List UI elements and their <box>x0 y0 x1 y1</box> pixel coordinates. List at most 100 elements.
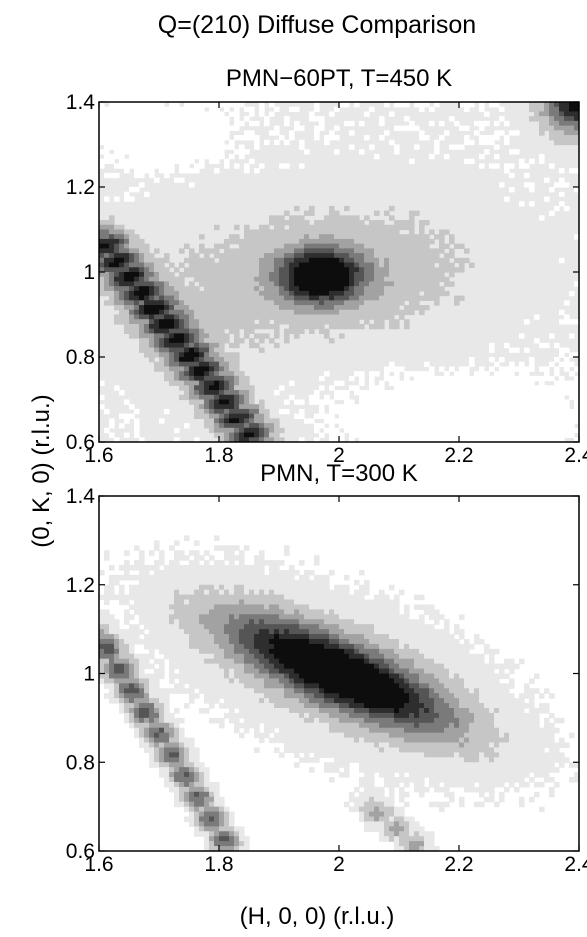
contour-cell <box>364 135 370 141</box>
contour-cell <box>209 683 215 689</box>
contour-cell <box>134 314 140 320</box>
contour-cell <box>384 290 390 297</box>
contour-cell <box>154 135 160 141</box>
contour-cell <box>399 314 405 320</box>
contour-cell <box>399 276 405 283</box>
contour-cell <box>269 609 275 615</box>
contour-cell <box>524 432 530 438</box>
contour-cell <box>394 648 400 655</box>
contour-cell <box>269 229 275 235</box>
contour-cell <box>289 309 295 316</box>
contour-cell <box>419 658 425 665</box>
contour-cell <box>124 678 130 684</box>
contour-cell <box>114 272 120 278</box>
contour-cell <box>219 319 225 325</box>
contour-cell <box>399 385 405 391</box>
contour-cell <box>329 323 335 330</box>
contour-cell <box>179 624 185 630</box>
contour-cell <box>174 116 180 122</box>
contour-cell <box>379 678 385 684</box>
contour-cell <box>129 683 135 689</box>
contour-cell <box>359 609 365 615</box>
contour-cell <box>214 319 220 325</box>
contour-cell <box>314 238 320 245</box>
contour-cell <box>419 257 425 264</box>
contour-cell <box>274 248 280 254</box>
contour-cell <box>349 413 355 419</box>
contour-cell <box>129 229 135 235</box>
contour-cell <box>554 427 560 434</box>
contour-cell <box>139 130 145 136</box>
contour-cell <box>194 111 200 117</box>
contour-cell <box>119 224 125 231</box>
contour-cell <box>374 418 380 424</box>
contour-cell <box>504 413 510 419</box>
contour-cell <box>189 668 195 675</box>
contour-cell <box>104 116 110 122</box>
contour-cell <box>139 629 145 635</box>
contour-cell <box>154 540 160 546</box>
contour-cell <box>194 319 200 325</box>
contour-cell <box>289 295 295 301</box>
contour-cell <box>134 139 140 146</box>
contour-cell <box>219 323 225 330</box>
contour-cell <box>359 599 365 606</box>
contour-cell <box>344 594 350 601</box>
contour-cell <box>279 243 285 249</box>
contour-cell <box>344 663 350 670</box>
contour-cell <box>229 352 235 358</box>
contour-cell <box>219 609 225 615</box>
contour-cell <box>294 399 300 405</box>
contour-cell <box>534 314 540 320</box>
contour-cell <box>379 305 385 311</box>
contour-cell <box>159 560 165 566</box>
contour-cell <box>409 257 415 264</box>
contour-cell <box>379 234 385 240</box>
contour-cell <box>409 290 415 297</box>
contour-cell <box>259 643 265 650</box>
contour-cell <box>329 253 335 259</box>
contour-cell <box>119 658 125 665</box>
contour-cell <box>134 172 140 179</box>
contour-cell <box>279 614 285 620</box>
contour-cell <box>134 290 140 297</box>
contour-cell <box>429 229 435 235</box>
contour-cell <box>339 604 345 610</box>
contour-cell <box>559 385 565 391</box>
contour-cell <box>274 272 280 278</box>
contour-cell <box>509 390 515 396</box>
contour-cell <box>424 281 430 287</box>
contour-cell <box>459 418 465 424</box>
contour-cell <box>404 323 410 330</box>
contour-cell <box>259 648 265 655</box>
contour-cell <box>404 394 410 401</box>
contour-cell <box>254 432 260 438</box>
contour-cell <box>574 413 579 419</box>
contour-cell <box>239 319 245 325</box>
contour-cell <box>339 380 345 386</box>
contour-cell <box>369 314 375 320</box>
contour-cell <box>429 427 435 434</box>
contour-cell <box>289 257 295 264</box>
contour-cell <box>124 328 130 334</box>
contour-cell <box>379 314 385 320</box>
contour-cell <box>384 678 390 684</box>
contour-cell <box>159 569 165 576</box>
contour-cell <box>479 653 485 660</box>
contour-cell <box>344 323 350 330</box>
contour-cell <box>224 394 230 401</box>
contour-cell <box>509 427 515 434</box>
contour-cell <box>184 380 190 386</box>
contour-cell <box>494 399 500 405</box>
contour-cell <box>424 102 430 108</box>
contour-cell <box>209 106 215 113</box>
contour-cell <box>274 257 280 264</box>
contour-cell <box>184 604 190 610</box>
contour-cell <box>419 423 425 429</box>
contour-cell <box>359 418 365 424</box>
contour-cell <box>204 584 210 591</box>
contour-cell <box>409 210 415 216</box>
contour-cell <box>194 638 200 645</box>
contour-cell <box>274 624 280 630</box>
contour-cell <box>274 569 280 576</box>
